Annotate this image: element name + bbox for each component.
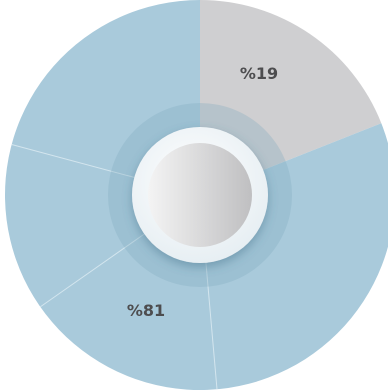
center-knob (148, 143, 252, 247)
slice-label-19: %19 (240, 64, 278, 83)
slice-label-81: %81 (127, 301, 165, 320)
